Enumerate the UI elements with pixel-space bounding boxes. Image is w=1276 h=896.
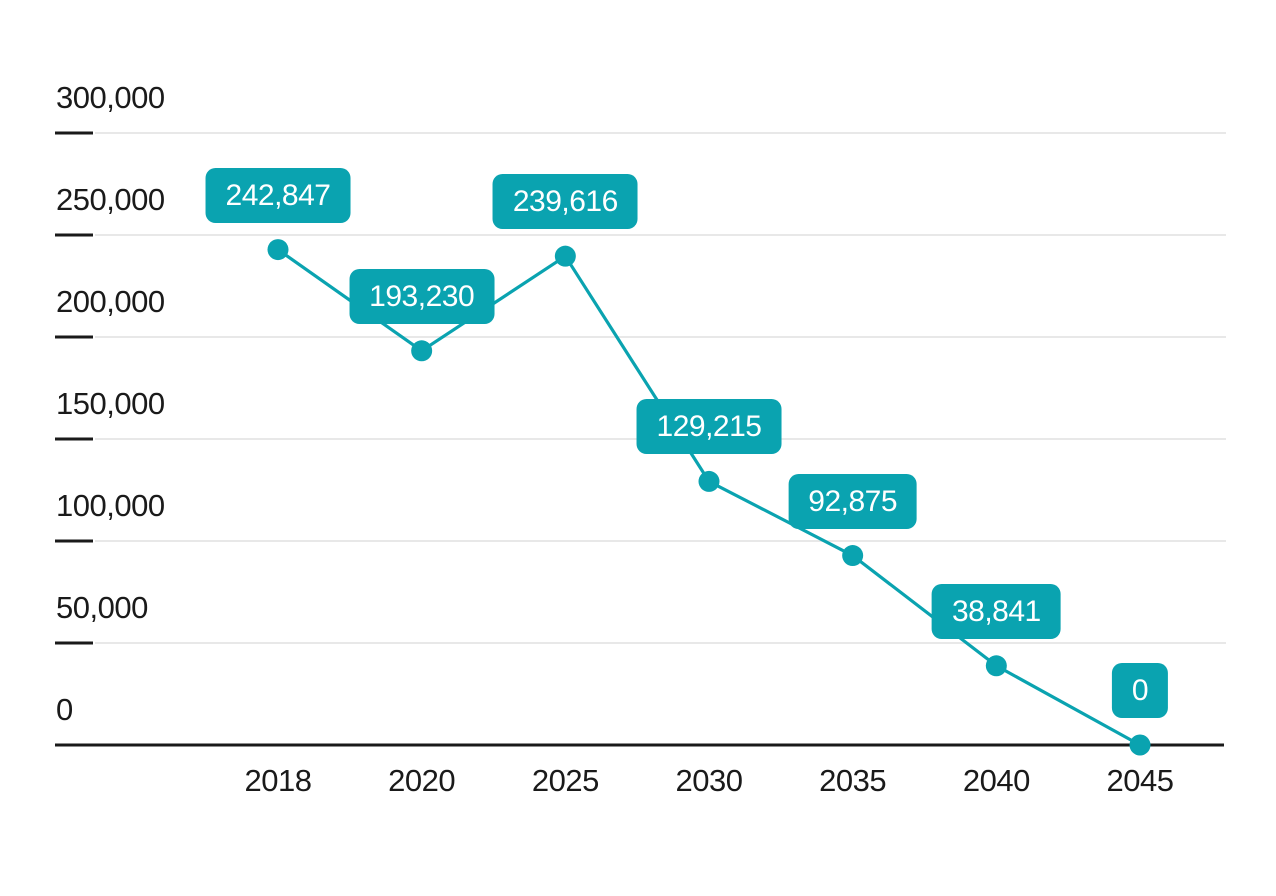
data-line [277, 248, 1141, 747]
data-point [698, 470, 720, 492]
data-point [842, 545, 864, 567]
data-point [554, 245, 576, 267]
data-point [267, 239, 289, 261]
data-point [1129, 734, 1151, 756]
data-point [411, 340, 433, 362]
data-point [985, 655, 1007, 677]
